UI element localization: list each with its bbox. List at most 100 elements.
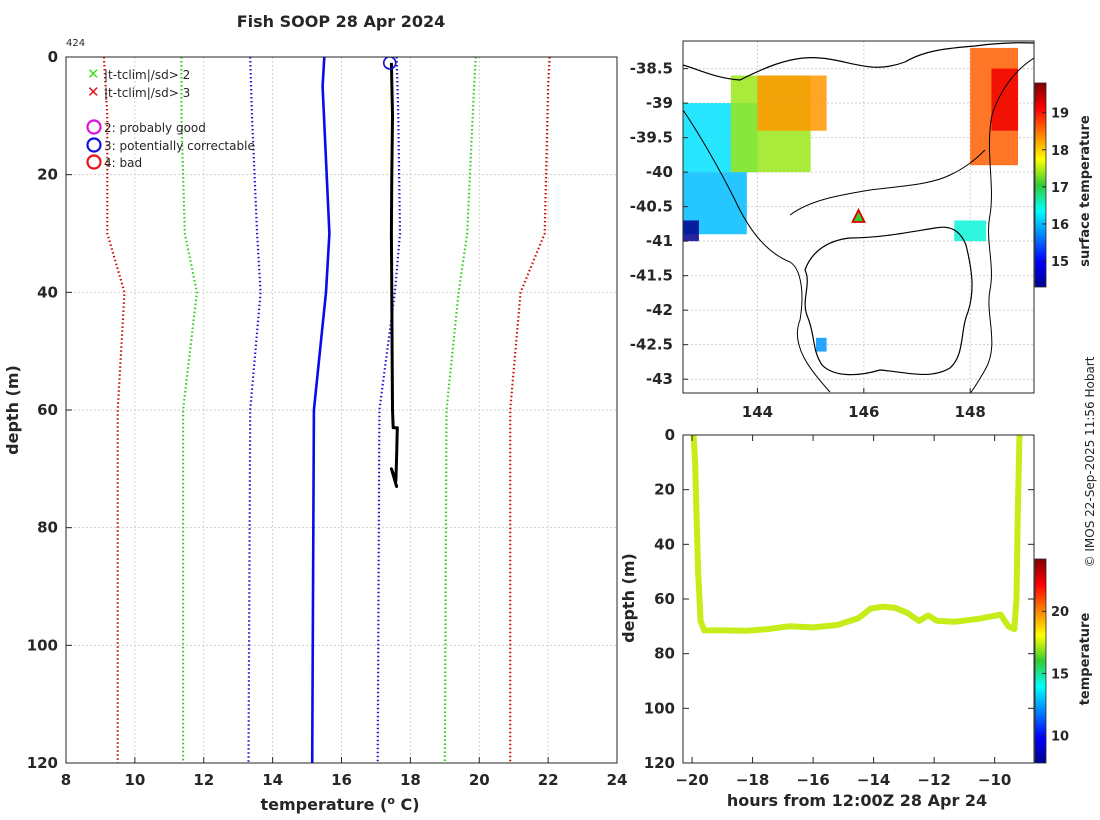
track-xlabel: hours from 12:00Z 28 Apr 24 (727, 791, 987, 810)
sst-colorbar-tick-label: 18 (1051, 144, 1069, 159)
legend-item-flag3: 3: potentially correctable (86, 137, 255, 153)
map-ytick-label: -42.5 (630, 336, 673, 354)
legend-label: 3: potentially correctable (104, 139, 255, 153)
map-ytick-label: -39.5 (630, 129, 673, 147)
legend-item-sd2: ✕ |t-tclim|/sd> 2 (87, 65, 190, 83)
map-ytick-label: -39 (646, 94, 673, 112)
map-ytick-label: -40.5 (630, 198, 673, 216)
track-ytick-label: 40 (654, 535, 675, 553)
track-xtick-label: −12 (917, 771, 950, 789)
map-ytick-label: -40 (646, 163, 673, 181)
map-xtick-label: 146 (848, 403, 879, 421)
map-xtick-label: 148 (955, 403, 986, 421)
legend-circle-magenta-icon (86, 119, 102, 135)
profile-ytick-label: 20 (37, 166, 58, 184)
temperature-colorbar-tick-label: 20 (1051, 605, 1069, 620)
profile-flag-marker (382, 57, 397, 70)
profile-ytick-label: 80 (37, 519, 58, 537)
map-ytick-label: -41.5 (630, 267, 673, 285)
map-ytick-label: -38.5 (630, 60, 673, 78)
profile-ytick-label: 0 (48, 48, 58, 66)
sst-colorbar-tick-label: 15 (1051, 255, 1069, 270)
profile-xtick-label: 12 (193, 771, 214, 789)
profile-ytick-label: 60 (37, 401, 58, 419)
profile-ytick-label: 100 (27, 636, 58, 654)
map-ytick-label: -43 (646, 370, 673, 388)
profile-xtick-label: 10 (124, 771, 145, 789)
track-ytick-label: 20 (654, 481, 675, 499)
legend: ✕ |t-tclim|/sd> 2 ✕ |t-tclim|/sd> 3 2: p… (86, 65, 255, 170)
track-ytick-label: 60 (654, 590, 675, 608)
sst-patch (991, 68, 1019, 131)
legend-circle-blue-icon (86, 137, 102, 153)
profile-ytick-label: 120 (27, 754, 58, 772)
profile-xtick-label: 18 (400, 771, 421, 789)
sst-patch (815, 337, 827, 352)
sst-colorbar-tick-label: 16 (1051, 218, 1069, 233)
profile-series-climatology-mean (310, 57, 331, 763)
profile-xlabel: temperature (o C) (260, 794, 419, 815)
temperature-colorbar-label: temperature (1078, 613, 1093, 706)
profile-id: 424 (66, 38, 85, 49)
legend-x-red-icon: ✕ (87, 83, 100, 101)
map-panel: 144 146 148 -38.5 -39 -39.5 -40 -40.5 -41 -41.5 -4… (630, 40, 1093, 421)
sst-colorbar-label: surface temperature (1078, 115, 1093, 267)
legend-label: |t-tclim|/sd> 2 (104, 68, 190, 82)
track-ytick-label: 120 (644, 754, 675, 772)
profile-series-measured-profile (389, 62, 399, 488)
profile-ytick-label: 40 (37, 283, 58, 301)
credit-text: © IMOS 22-Sep-2025 11:56 Hobart (1083, 356, 1097, 567)
profile-xtick-label: 22 (538, 771, 559, 789)
temperature-colorbar-tick-label: 15 (1051, 667, 1069, 682)
profile-series-clim-1-sd (376, 57, 402, 763)
legend-label: |t-tclim|/sd> 3 (104, 86, 190, 100)
sst-patch (757, 75, 827, 131)
legend-item-flag4: 4: bad (86, 154, 142, 170)
track-xtick-label: −20 (675, 771, 708, 789)
temperature-colorbar (1034, 558, 1047, 764)
profile-series-clim-3-sd (509, 57, 551, 763)
track-ylabel: depth (m) (619, 553, 638, 643)
shelf-contour-east (969, 57, 1034, 393)
track-panel: −20 −18 −16 −14 −12 −10 0 20 40 60 80 100 120 hours … (619, 426, 1093, 810)
legend-x-green-icon: ✕ (87, 65, 100, 83)
profile-xtick-label: 8 (61, 771, 71, 789)
map-ytick-label: -41 (646, 232, 673, 250)
sst-patch (683, 220, 699, 242)
track-xtick-label: −16 (796, 771, 829, 789)
coastline-victoria (683, 42, 1034, 81)
track-series-temperature (690, 435, 1023, 634)
track-ytick-label: 80 (654, 645, 675, 663)
profile-series-clim-3-sd (102, 57, 126, 763)
sst-colorbar-tick-label: 17 (1051, 181, 1069, 196)
profile-xtick-label: 14 (262, 771, 283, 789)
profile-xtick-label: 24 (607, 771, 628, 789)
shelf-contour-strait (789, 149, 986, 216)
legend-label: 4: bad (104, 156, 142, 170)
legend-circle-red-icon (86, 154, 102, 170)
profile-series-clim-2-sd (443, 57, 477, 763)
sst-patch (954, 220, 987, 242)
profile-xtick-label: 16 (331, 771, 352, 789)
temperature-colorbar-tick-label: 10 (1051, 730, 1069, 745)
map-ytick-label: -42 (646, 301, 673, 319)
legend-item-sd3: ✕ |t-tclim|/sd> 3 (87, 83, 190, 101)
track-ytick-label: 100 (644, 699, 675, 717)
coastline-tasmania (804, 226, 973, 376)
profile-ylabel: depth (m) (3, 365, 22, 455)
legend-item-flag2: 2: probably good (86, 119, 206, 135)
track-xtick-label: −10 (978, 771, 1011, 789)
track-ytick-label: 0 (665, 426, 675, 444)
shelf-contour-west (683, 109, 831, 393)
sst-colorbar-tick-label: 19 (1051, 107, 1069, 122)
profile-series-clim-2-sd (180, 57, 198, 763)
figure-title: Fish SOOP 28 Apr 2024 (237, 12, 446, 31)
profile-panel: 8 10 12 14 16 18 20 22 24 0 20 40 60 80 100 120 tempera… (3, 48, 627, 814)
track-xtick-label: −18 (736, 771, 769, 789)
profile-series-clim-1-sd (247, 57, 262, 763)
legend-label: 2: probably good (104, 121, 206, 135)
track-xtick-label: −14 (857, 771, 890, 789)
drop-location-marker-icon (851, 207, 866, 223)
map-xtick-label: 144 (742, 403, 773, 421)
profile-xtick-label: 20 (469, 771, 490, 789)
